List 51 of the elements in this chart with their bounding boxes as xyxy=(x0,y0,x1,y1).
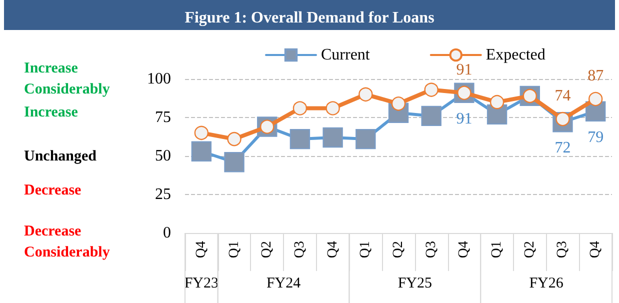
data-label: 91 xyxy=(456,110,472,128)
data-label: 91 xyxy=(456,61,472,78)
x-tick-label: Q4 xyxy=(456,241,472,258)
y-tick-label: 100 xyxy=(147,70,171,88)
y-tick-label: 25 xyxy=(155,186,171,203)
legend-label: Expected xyxy=(486,46,546,64)
point xyxy=(358,87,373,102)
point xyxy=(421,106,442,126)
data-label: 87 xyxy=(588,67,604,84)
point xyxy=(588,92,603,106)
point xyxy=(194,126,209,140)
point xyxy=(191,141,212,162)
y-tick-label: 50 xyxy=(155,148,171,164)
x-tick-label: Q4 xyxy=(325,241,340,258)
point xyxy=(292,101,308,116)
x-tick-label: Q3 xyxy=(424,241,439,258)
point xyxy=(424,82,438,97)
x-tick-label: Q3 xyxy=(555,241,570,258)
text: FY24 xyxy=(266,276,302,292)
data-label: 72 xyxy=(554,140,571,157)
y-tick-label: 75 xyxy=(155,109,171,126)
y-tick-label: 0 xyxy=(163,224,171,242)
chart-title: Figure 1: Overall Demand for Loans xyxy=(184,10,434,26)
point xyxy=(326,101,340,116)
text: Unchanged xyxy=(24,148,98,164)
point xyxy=(224,152,244,172)
text: FY25 xyxy=(398,276,432,292)
point xyxy=(322,127,343,148)
legend-label: Current xyxy=(321,46,370,64)
data-label: 79 xyxy=(588,128,604,146)
text: Increase Considerably xyxy=(24,60,110,98)
data-label: 74 xyxy=(554,87,571,104)
x-tick-label: Q2 xyxy=(391,241,406,258)
x-tick-label: Q4 xyxy=(588,241,604,258)
point xyxy=(391,96,406,111)
point xyxy=(227,132,242,146)
x-tick-label: Q3 xyxy=(292,241,308,258)
text: FY26 xyxy=(529,276,564,292)
x-tick-label: Q1 xyxy=(358,241,374,258)
x-tick-label: Q1 xyxy=(226,241,242,258)
text: Decrease xyxy=(24,182,82,198)
point xyxy=(356,128,376,150)
text: FY23 xyxy=(184,276,219,292)
x-tick-label: Q2 xyxy=(260,241,275,258)
text: Decrease Considerably xyxy=(24,224,110,260)
point xyxy=(490,95,504,110)
point xyxy=(290,128,310,150)
text: Increase xyxy=(24,104,78,120)
x-tick-label: Q2 xyxy=(522,241,538,258)
x-tick-label: Q1 xyxy=(490,241,505,258)
x-tick-label: Q4 xyxy=(194,241,209,258)
